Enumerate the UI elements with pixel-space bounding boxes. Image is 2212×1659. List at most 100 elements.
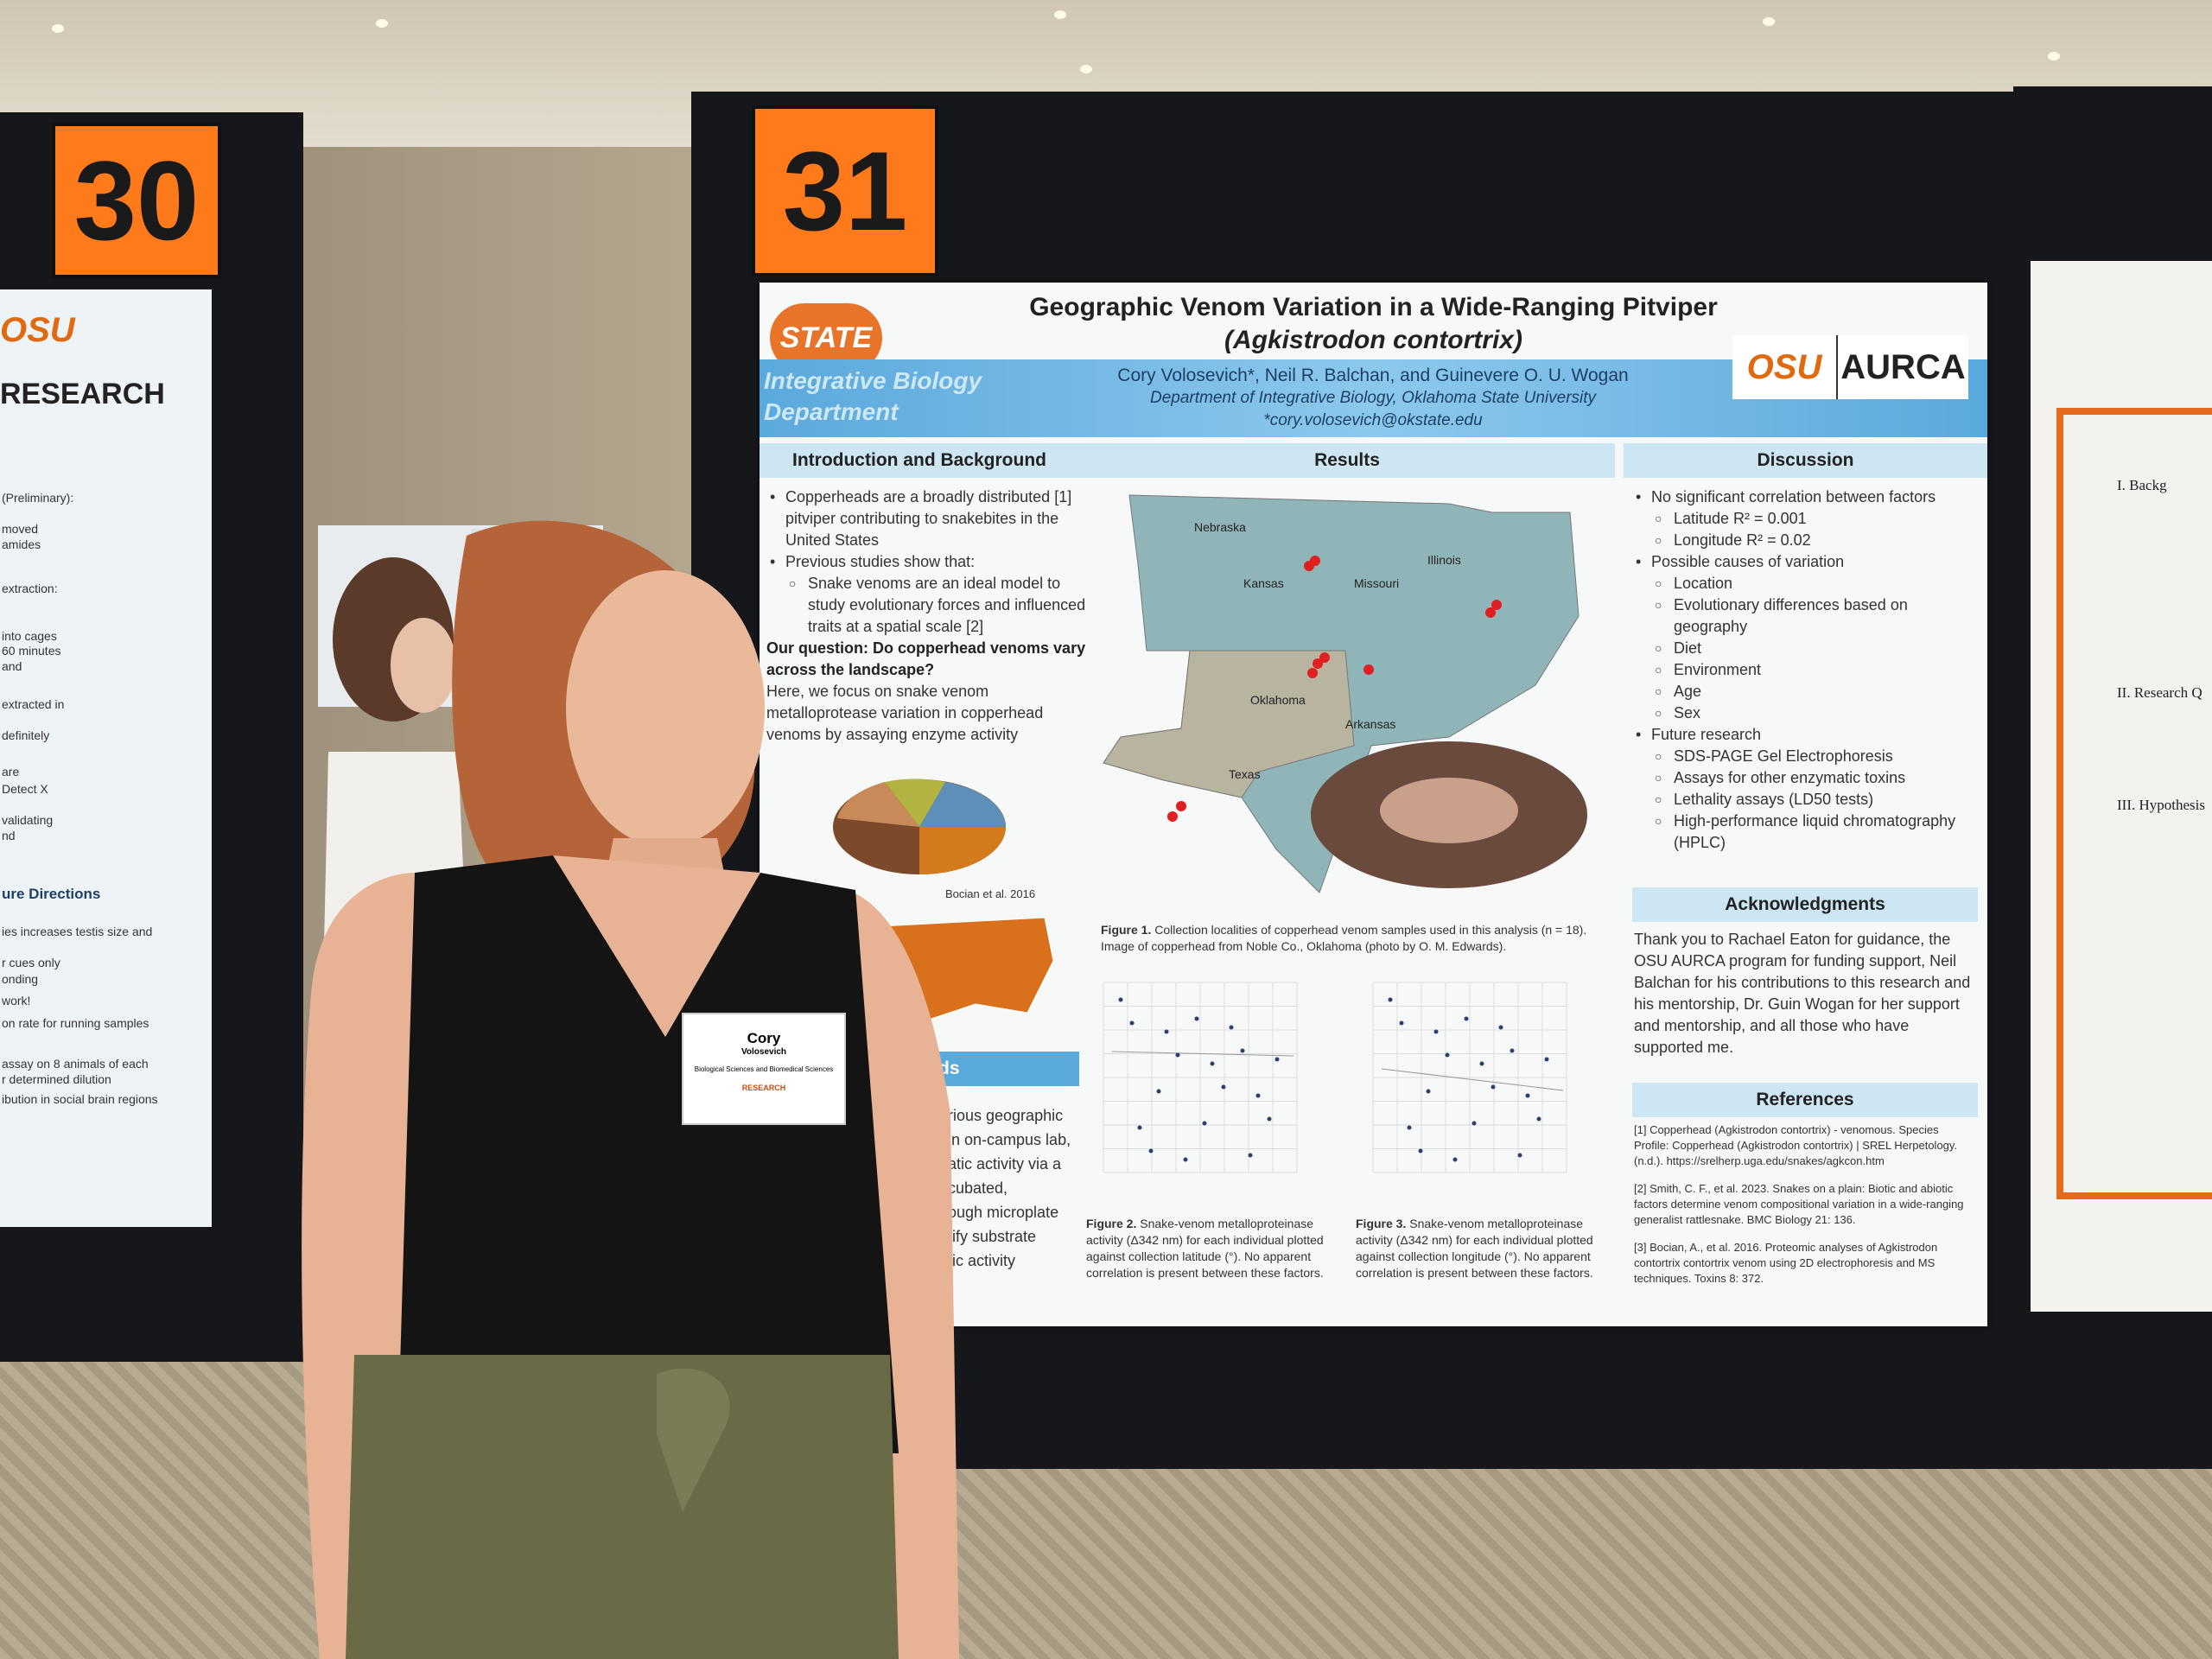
text-line: tic activity [948, 1252, 1016, 1269]
plot-point [1175, 1052, 1180, 1058]
figure-caption: Figure 1. Collection localities of coppe… [1101, 922, 1602, 955]
map-label: Kansas [1243, 576, 1284, 590]
pie-slice [919, 782, 1006, 827]
trend-line [1111, 1051, 1294, 1057]
text-line: r cues only [2, 956, 60, 969]
plot-point [1498, 1025, 1503, 1030]
locality [1307, 668, 1318, 678]
focus: Here, we focus on snake venom metallopro… [766, 683, 1044, 743]
plot-point [1118, 997, 1123, 1002]
text-line: (Preliminary): [2, 491, 74, 505]
references: [1] Copperhead (Agkistrodon contortrix) … [1634, 1122, 1975, 1299]
ceiling-light [1080, 65, 1092, 73]
plot-point [1536, 1116, 1541, 1122]
caption: Snake-venom metalloproteinase activity (… [1356, 1217, 1593, 1280]
text-line: Detect X [2, 782, 48, 796]
sub-bullet: Snake venoms are an ideal model to study… [766, 573, 1086, 638]
text-line: into cages [2, 629, 57, 643]
text-line: atic activity via a [948, 1155, 1062, 1173]
bullet: Previous studies show that: [766, 551, 1086, 573]
badge-last-name: Volosevich [741, 1047, 787, 1057]
map-label: Nebraska [1194, 520, 1246, 534]
plot-point [1240, 1048, 1245, 1053]
section-heading: Discussion [1624, 443, 1987, 478]
introduction: Copperheads are a broadly distributed [1… [766, 486, 1086, 746]
figure-caption: Figure 3. Snake-venom metalloproteinase … [1356, 1216, 1611, 1281]
plot-point [1164, 1029, 1169, 1034]
locality [1485, 607, 1496, 618]
text-line: and [2, 659, 22, 673]
tank-top [397, 855, 899, 1453]
plot-point [1248, 1153, 1253, 1158]
poster: I. Backg II. Research Q III. Hypothesis [2031, 261, 2212, 1312]
pie-slice [837, 782, 919, 827]
plot-point [1445, 1052, 1450, 1058]
map-label: Texas [1229, 767, 1261, 781]
plot-point [1418, 1148, 1423, 1154]
text-line: cubated, [948, 1179, 1008, 1197]
plot-point [1229, 1025, 1234, 1030]
figure-label: Figure 3. [1356, 1217, 1407, 1230]
ceiling-light [1054, 10, 1066, 19]
section-heading: ure Directions [2, 886, 101, 902]
person [302, 520, 959, 1659]
name-badge: Cory Volosevich Biological Sciences and … [682, 1013, 846, 1125]
text-line: ies increases testis size and [2, 925, 153, 938]
plot-point [1194, 1016, 1199, 1021]
locality [1491, 600, 1502, 610]
plot-point [1388, 997, 1393, 1002]
face [566, 570, 765, 847]
text-line: tify substrate [948, 1228, 1037, 1245]
text-line: 60 minutes [2, 644, 61, 658]
text-line: ough microplate [948, 1204, 1059, 1221]
sub-bullet: Environment [1632, 659, 1978, 681]
bullet: Future research [1632, 724, 1978, 746]
plot-point [1517, 1153, 1522, 1158]
pie-figure: Bocian et al. 2016 [833, 779, 1035, 900]
locality [1310, 556, 1320, 566]
map-figure: Nebraska Kansas Oklahoma Texas Missouri Arkan… [1103, 494, 1587, 893]
heading: RESEARCH [0, 378, 165, 410]
plot-point [1544, 1057, 1549, 1062]
plot-point [1148, 1148, 1154, 1154]
section-heading: Acknowledgments [1632, 887, 1978, 922]
plot-point [1491, 1084, 1496, 1090]
text-line: definitely [2, 728, 50, 742]
neckline [553, 855, 760, 1037]
text-line: II. Research Q [2117, 684, 2202, 701]
text-line: validating [2, 813, 54, 827]
ceiling-light [376, 19, 388, 28]
plot-point [1183, 1157, 1188, 1162]
locality [1167, 811, 1178, 822]
logo: AURCA [1840, 348, 1966, 386]
section-heading: Results [1079, 443, 1615, 478]
map-label: Missouri [1354, 576, 1399, 590]
plot-point [1156, 1089, 1161, 1094]
scatter-figure [1372, 982, 1567, 1173]
text-line: assay on 8 animals of each [2, 1057, 149, 1071]
plot-point [1137, 1125, 1142, 1130]
affiliation: Department of Integrative Biology, Oklah… [1149, 389, 1597, 407]
section-heading: ds [931, 1052, 1079, 1086]
caption: Collection localities of copperhead veno… [1101, 923, 1587, 953]
sub-bullet: Assays for other enzymatic toxins [1632, 767, 1978, 789]
locality [1363, 664, 1374, 675]
reference: [1] Copperhead (Agkistrodon contortrix) … [1634, 1123, 1958, 1167]
map-label: Illinois [1427, 553, 1461, 567]
department-banner: Integrative Biology Department [764, 367, 982, 425]
bullet: Copperheads are a broadly distributed [1… [766, 486, 1086, 551]
text-line: work! [2, 994, 31, 1007]
text-line: nd [2, 829, 16, 842]
email: *cory.volosevich@okstate.edu [1263, 411, 1483, 429]
plot-point [1479, 1061, 1484, 1066]
text-line: moved [2, 522, 39, 536]
species: (Agkistrodon contortrix) [1224, 326, 1522, 354]
plot-point [1202, 1121, 1207, 1126]
text-line: extraction: [2, 582, 58, 595]
locality [1319, 652, 1330, 663]
sub-bullet: SDS-PAGE Gel Electrophoresis [1632, 746, 1978, 767]
text-line: extracted in [2, 697, 65, 711]
logo: OSU [1732, 335, 1838, 399]
plot-point [1399, 1020, 1404, 1026]
poster-title: Geographic Venom Variation in a Wide-Ran… [760, 291, 1987, 357]
